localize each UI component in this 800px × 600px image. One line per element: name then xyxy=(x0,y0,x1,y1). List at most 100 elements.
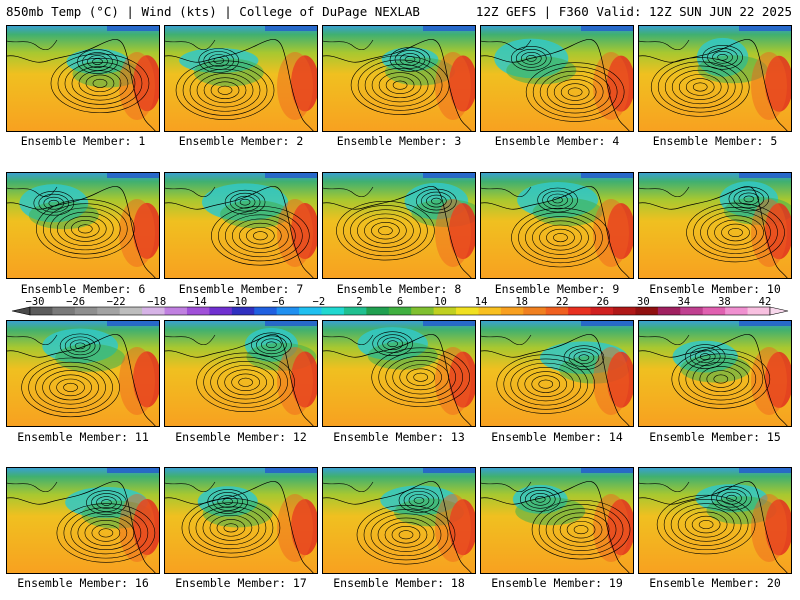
colorbar-swatch xyxy=(164,307,188,315)
colorbar-tick-label: 6 xyxy=(397,296,403,308)
ensemble-panel xyxy=(480,320,634,427)
colorbar-tick-label: 2 xyxy=(356,296,362,308)
colorbar-swatch xyxy=(568,307,592,315)
ensemble-panel xyxy=(322,172,476,279)
ensemble-member-label: Ensemble Member: 4 xyxy=(494,134,620,148)
ensemble-member-label: Ensemble Member: 1 xyxy=(20,134,146,148)
colorbar-tick-label: −30 xyxy=(26,296,45,308)
ensemble-member-label: Ensemble Member: 19 xyxy=(491,576,623,590)
ensemble-member-label: Ensemble Member: 2 xyxy=(178,134,304,148)
ensemble-panel xyxy=(6,320,160,427)
temperature-map xyxy=(481,26,633,131)
ensemble-member-label: Ensemble Member: 12 xyxy=(175,430,307,444)
colorbar-tick-label: −22 xyxy=(107,296,126,308)
colorbar-tick-label: −14 xyxy=(188,296,207,308)
temperature-map xyxy=(165,26,317,131)
ensemble-panel xyxy=(6,467,160,574)
colorbar-tick-label: −6 xyxy=(272,296,285,308)
temperature-map xyxy=(165,468,317,573)
colorbar-swatch xyxy=(411,307,435,315)
ensemble-member-label: Ensemble Member: 3 xyxy=(336,134,462,148)
ensemble-member-label: Ensemble Member: 6 xyxy=(20,282,146,296)
temperature-map xyxy=(165,321,317,426)
map-title: 850mb Temp (°C) | Wind (kts) | College o… xyxy=(6,4,420,19)
model-run-info: 12Z GEFS | F360 Valid: 12Z SUN JUN 22 20… xyxy=(475,4,792,19)
ensemble-member-label: Ensemble Member: 10 xyxy=(649,282,781,296)
ensemble-panel xyxy=(164,25,318,132)
colorbar-swatch xyxy=(97,307,121,315)
ensemble-panel xyxy=(322,320,476,427)
colorbar-swatch xyxy=(702,307,726,315)
temperature-map xyxy=(481,468,633,573)
temperature-map xyxy=(323,468,475,573)
colorbar-swatch xyxy=(680,307,704,315)
colorbar-swatch xyxy=(366,307,390,315)
colorbar-swatch xyxy=(343,307,367,315)
temperature-map xyxy=(323,173,475,278)
colorbar-swatch xyxy=(276,307,300,315)
ensemble-panel xyxy=(638,467,792,574)
colorbar-tick-label: 10 xyxy=(434,296,447,308)
colorbar-max-arrow xyxy=(769,306,789,316)
colorbar-min-arrow xyxy=(11,306,31,316)
colorbar-swatch xyxy=(209,307,233,315)
colorbar-swatch xyxy=(433,307,457,315)
colorbar-swatch xyxy=(299,307,323,315)
temperature-map xyxy=(7,173,159,278)
ensemble-member-label: Ensemble Member: 14 xyxy=(491,430,623,444)
ensemble-panel xyxy=(6,25,160,132)
colorbar-tick-label: −18 xyxy=(147,296,166,308)
ensemble-member-label: Ensemble Member: 16 xyxy=(17,576,149,590)
ensemble-member-label: Ensemble Member: 5 xyxy=(652,134,778,148)
colorbar-swatch xyxy=(254,307,278,315)
ensemble-panel xyxy=(322,467,476,574)
temperature-map xyxy=(7,321,159,426)
temperature-map xyxy=(639,173,791,278)
colorbar-swatch xyxy=(478,307,502,315)
colorbar-tick-label: 14 xyxy=(475,296,488,308)
colorbar-swatch xyxy=(142,307,166,315)
colorbar-swatch xyxy=(613,307,636,315)
ensemble-member-label: Ensemble Member: 9 xyxy=(494,282,620,296)
colorbar-tick-label: 42 xyxy=(759,296,772,308)
temperature-map xyxy=(481,173,633,278)
ensemble-member-label: Ensemble Member: 13 xyxy=(333,430,465,444)
colorbar-swatch xyxy=(52,307,76,315)
colorbar-swatch xyxy=(657,307,681,315)
colorbar-tick-label: −26 xyxy=(66,296,85,308)
colorbar-tick-label: 22 xyxy=(556,296,569,308)
ensemble-panel xyxy=(322,25,476,132)
colorbar-swatch xyxy=(747,307,771,315)
temperature-map xyxy=(639,26,791,131)
colorbar-swatch xyxy=(590,307,614,315)
ensemble-panel xyxy=(6,172,160,279)
colorbar-tick-label: 30 xyxy=(637,296,650,308)
ensemble-panel xyxy=(638,320,792,427)
colorbar-swatch xyxy=(500,307,524,315)
ensemble-panel xyxy=(164,172,318,279)
colorbar-swatch xyxy=(231,307,255,315)
colorbar-swatch xyxy=(74,307,98,315)
colorbar-tick-label: −10 xyxy=(228,296,247,308)
colorbar-swatch xyxy=(725,307,749,315)
temperature-map xyxy=(639,321,791,426)
colorbar-swatch xyxy=(186,307,210,315)
ensemble-panel xyxy=(638,25,792,132)
colorbar-swatch xyxy=(388,307,412,315)
colorbar-tick-label: 34 xyxy=(678,296,691,308)
colorbar-swatch xyxy=(523,307,547,315)
ensemble-panel xyxy=(164,320,318,427)
ensemble-panel xyxy=(480,172,634,279)
ensemble-member-label: Ensemble Member: 15 xyxy=(649,430,781,444)
colorbar-tick-label: 18 xyxy=(515,296,528,308)
ensemble-member-label: Ensemble Member: 20 xyxy=(649,576,781,590)
ensemble-panel xyxy=(164,467,318,574)
colorbar-swatch xyxy=(635,307,659,315)
colorbar-tick-label: 38 xyxy=(718,296,731,308)
temperature-map xyxy=(7,468,159,573)
colorbar-tick-label: 26 xyxy=(596,296,609,308)
ensemble-member-label: Ensemble Member: 18 xyxy=(333,576,465,590)
temperature-map xyxy=(323,26,475,131)
temperature-map xyxy=(639,468,791,573)
colorbar-tick-label: −2 xyxy=(313,296,326,308)
